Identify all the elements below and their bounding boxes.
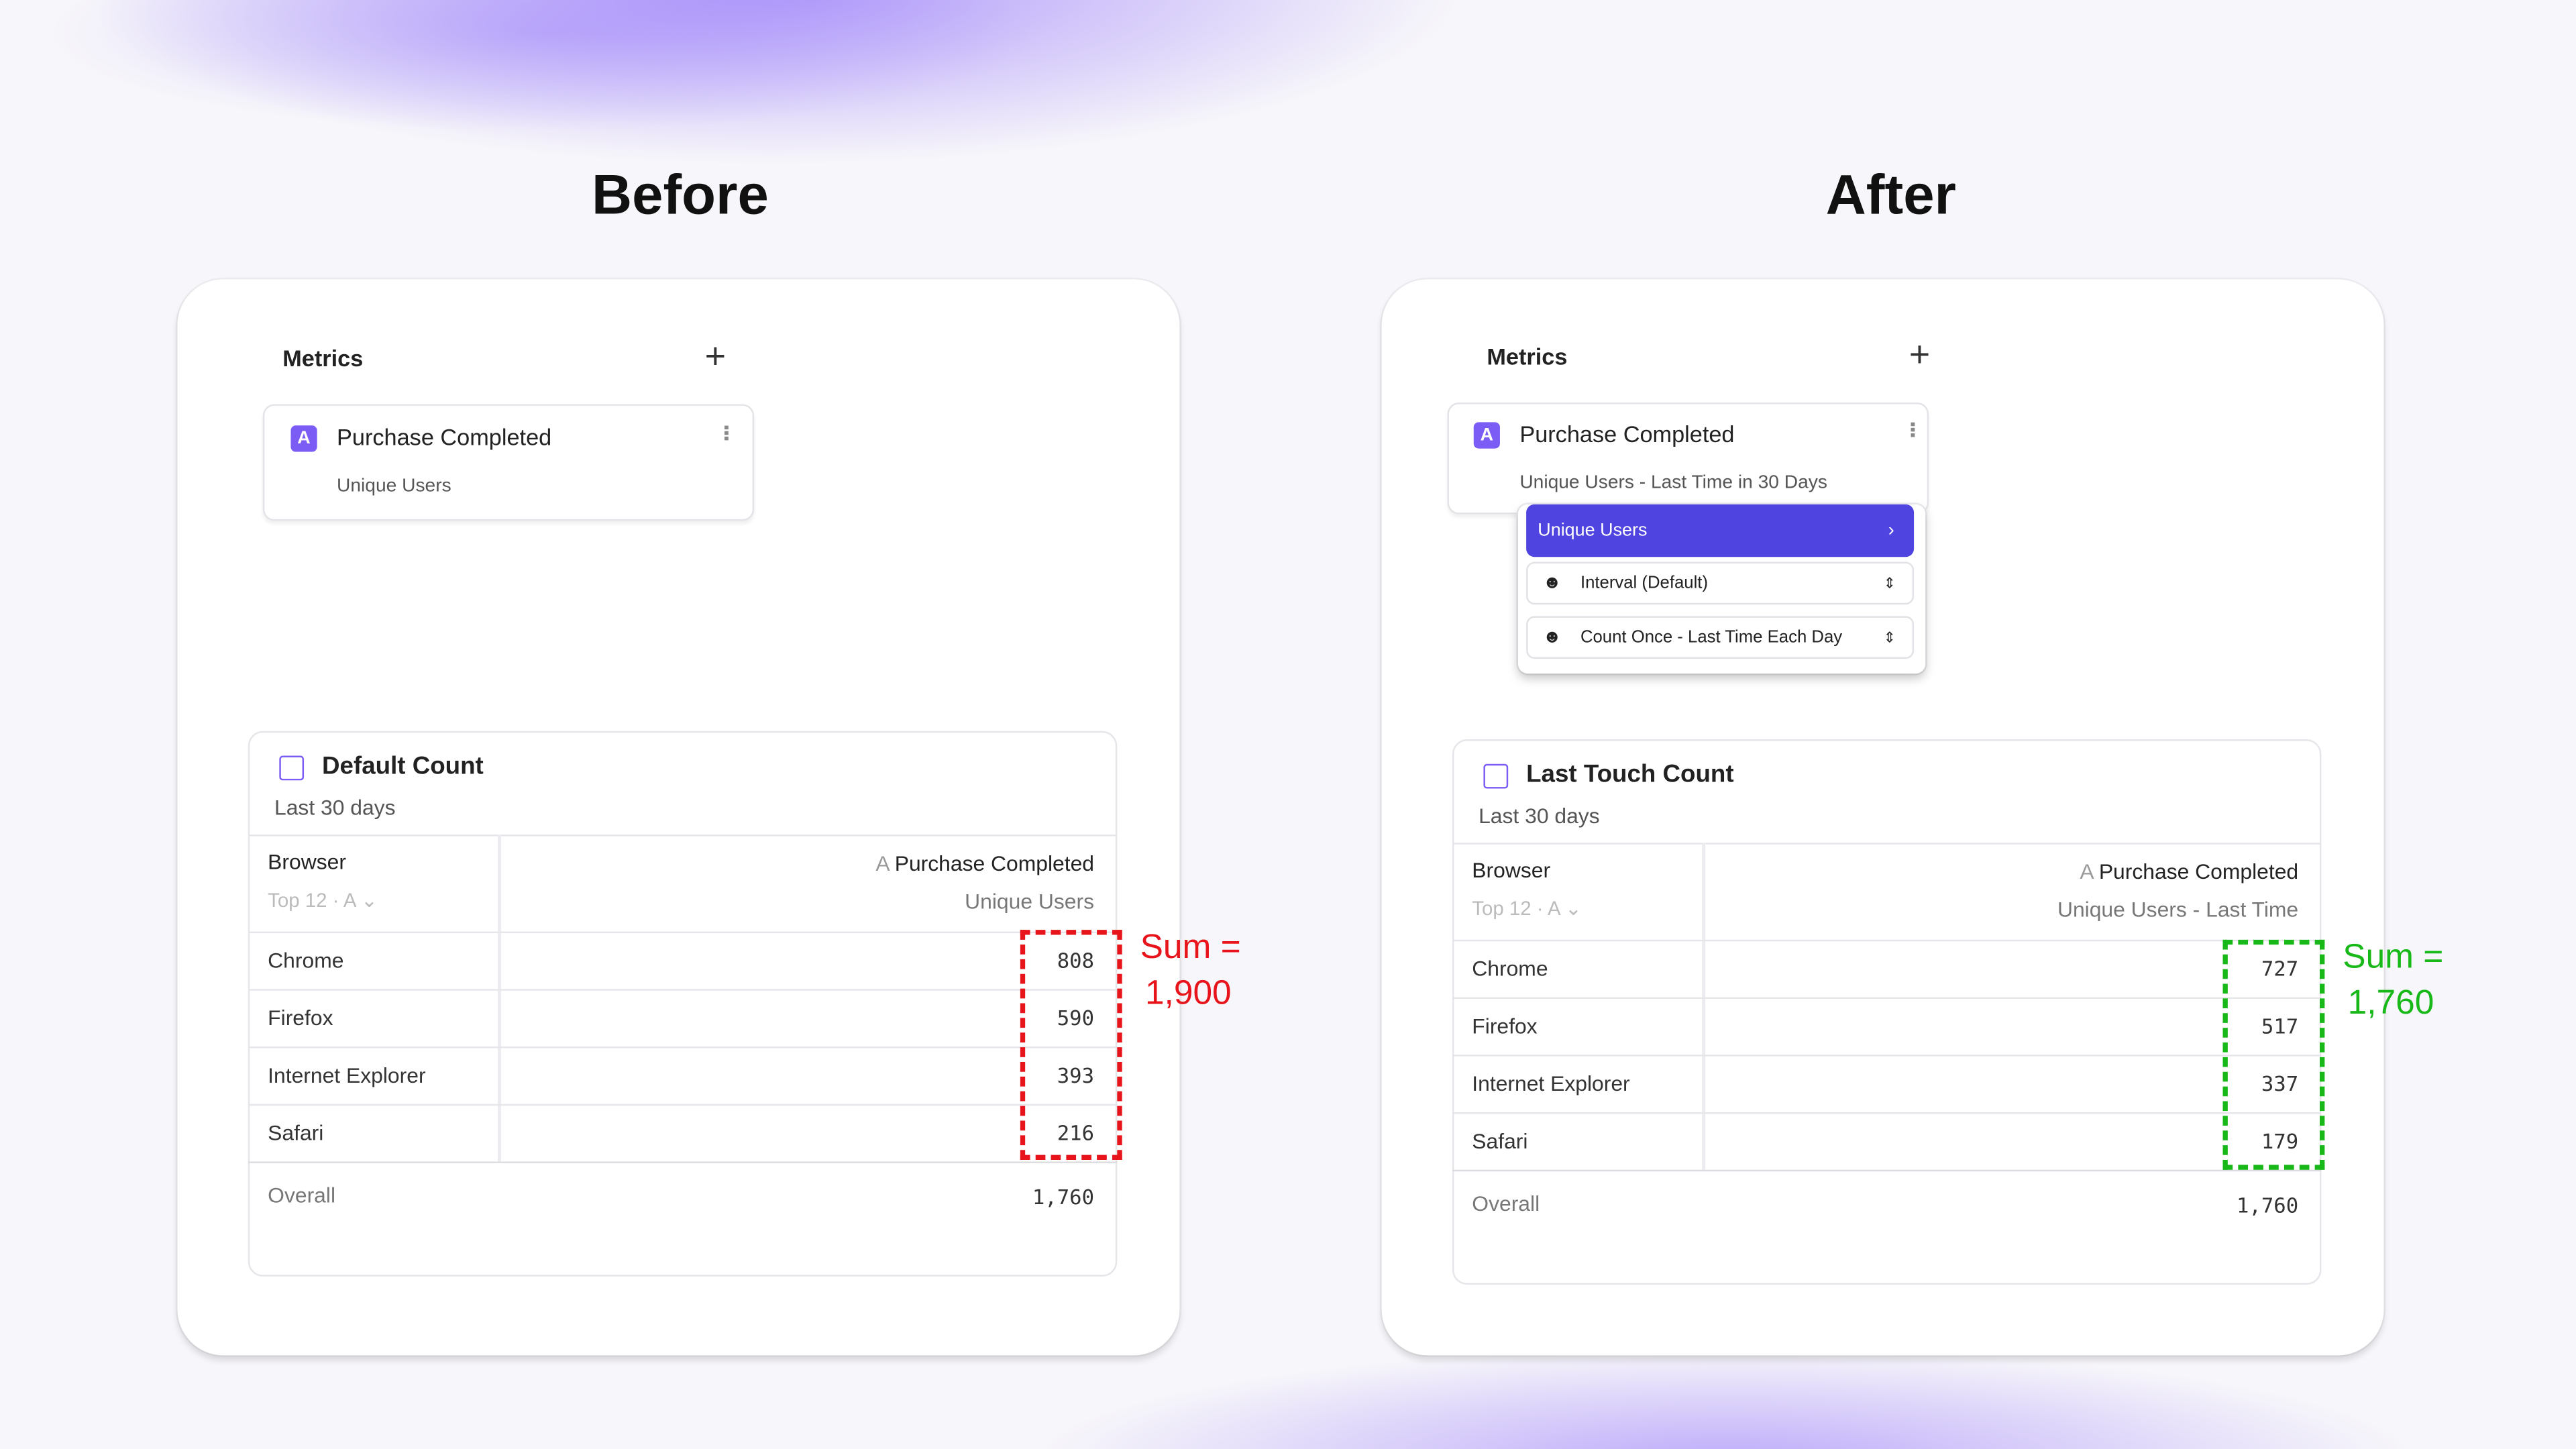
line-chart-icon (279, 755, 305, 781)
before-heading: Before (592, 164, 769, 227)
metric-name: Purchase Completed (1519, 420, 1735, 447)
table-row (248, 1104, 1118, 1162)
sum-annotation: Sum = 1,760 (2343, 934, 2443, 1026)
line-chart-icon (1483, 763, 1509, 789)
chevron-right-icon: › (1888, 521, 1894, 541)
row-value: 337 (2261, 1071, 2299, 1096)
column-header-metric: A Purchase Completed (2080, 859, 2298, 884)
row-label: Chrome (1472, 956, 1548, 981)
divider (248, 1104, 1118, 1106)
add-metric-button[interactable]: + (704, 335, 727, 376)
row-label: Internet Explorer (268, 1063, 426, 1088)
table-row (1452, 998, 2322, 1055)
metric-badge: A (2080, 859, 2093, 884)
row-label: Internet Explorer (1472, 1071, 1630, 1096)
top-n-selector[interactable]: Top 12 · A ⌄ (268, 888, 378, 912)
overall-value: 1,760 (1032, 1184, 1095, 1210)
column-header-browser: Browser (268, 849, 346, 874)
column-header-metric: A Purchase Completed (875, 851, 1094, 876)
results-table-card (248, 731, 1118, 1277)
sort-arrows-icon: ⇕ (1883, 575, 1896, 592)
table-row (1452, 940, 2322, 998)
row-value: 727 (2261, 956, 2299, 981)
more-options-icon[interactable]: ··· (711, 423, 740, 441)
metric-badge: A (290, 425, 317, 452)
date-range: Last 30 days (1479, 803, 1600, 828)
column-subheader: Unique Users (965, 888, 1095, 914)
row-label: Chrome (268, 948, 344, 973)
sum-label: Sum = (2343, 938, 2444, 976)
table-row (1452, 1112, 2322, 1170)
sum-label: Sum = (1140, 928, 1241, 967)
users-icon: ☻ (1542, 627, 1562, 647)
add-metric-button[interactable]: + (1909, 333, 1931, 375)
metric-name: Purchase Completed (2098, 859, 2299, 884)
row-value: 590 (1057, 1005, 1095, 1030)
top-n-selector[interactable]: Top 12 · A ⌄ (1472, 897, 1582, 920)
overall-value: 1,760 (2236, 1192, 2299, 1218)
dropdown-item-label: Interval (Default) (1580, 573, 1709, 594)
sort-arrows-icon: ⇕ (1883, 629, 1896, 646)
row-value: 216 (1057, 1120, 1095, 1145)
results-table-card (1452, 739, 2322, 1285)
divider (1452, 1112, 2322, 1114)
row-value: 517 (2261, 1014, 2299, 1038)
dropdown-item[interactable]: ☻ Count Once - Last Time Each Day ⇕ (1526, 616, 1915, 659)
dropdown-selected-unique-users[interactable]: Unique Users › (1526, 504, 1915, 557)
dropdown-item[interactable]: ☻ Interval (Default) ⇕ (1526, 561, 1915, 605)
table-row (248, 989, 1118, 1046)
table-title: Last Touch Count (1526, 760, 1734, 789)
divider (1452, 843, 2322, 845)
divider (1452, 1055, 2322, 1057)
divider (1452, 939, 2322, 942)
divider (1452, 997, 2322, 999)
metric-subtitle: Unique Users - Last Time in 30 Days (1519, 473, 1827, 493)
overall-label: Overall (1472, 1191, 1540, 1216)
sum-value: 1,900 (1144, 974, 1232, 1012)
metric-name: Purchase Completed (894, 851, 1095, 876)
metric-card[interactable] (1447, 402, 1929, 515)
sum-highlight-box (2222, 939, 2325, 1170)
row-label: Safari (268, 1120, 324, 1145)
sum-annotation: Sum = 1,900 (1140, 925, 1241, 1017)
metric-name: Purchase Completed (337, 423, 552, 451)
table-title: Default Count (322, 752, 484, 781)
divider (1452, 1169, 2322, 1172)
row-label: Firefox (1472, 1014, 1538, 1038)
selected-label: Unique Users (1538, 521, 1648, 541)
divider (248, 931, 1118, 934)
metric-badge: A (875, 851, 889, 876)
column-divider (498, 835, 501, 1162)
divider (248, 1161, 1118, 1163)
metric-subtitle: Unique Users (337, 476, 451, 496)
column-divider (1702, 843, 1706, 1170)
sum-value: 1,760 (2347, 983, 2434, 1022)
divider (248, 989, 1118, 991)
row-value: 393 (1057, 1063, 1095, 1088)
users-icon: ☻ (1542, 573, 1562, 594)
row-label: Firefox (268, 1005, 333, 1030)
table-row (248, 932, 1118, 989)
metric-card[interactable] (262, 404, 755, 521)
date-range: Last 30 days (274, 795, 396, 820)
row-value: 808 (1057, 948, 1095, 973)
row-label: Safari (1472, 1128, 1528, 1154)
after-heading: After (1825, 164, 1956, 227)
overall-label: Overall (268, 1183, 336, 1208)
more-options-icon[interactable]: ··· (1897, 420, 1926, 437)
column-subheader: Unique Users - Last Time (2057, 897, 2299, 922)
divider (248, 1046, 1118, 1049)
metrics-label: Metrics (1487, 343, 1568, 370)
dropdown-item-label: Count Once - Last Time Each Day (1580, 627, 1843, 647)
sum-highlight-box (1020, 930, 1122, 1160)
metrics-label: Metrics (282, 345, 364, 372)
column-header-browser: Browser (1472, 857, 1551, 883)
metric-badge: A (1473, 422, 1500, 449)
row-value: 179 (2261, 1128, 2299, 1154)
divider (248, 835, 1118, 837)
